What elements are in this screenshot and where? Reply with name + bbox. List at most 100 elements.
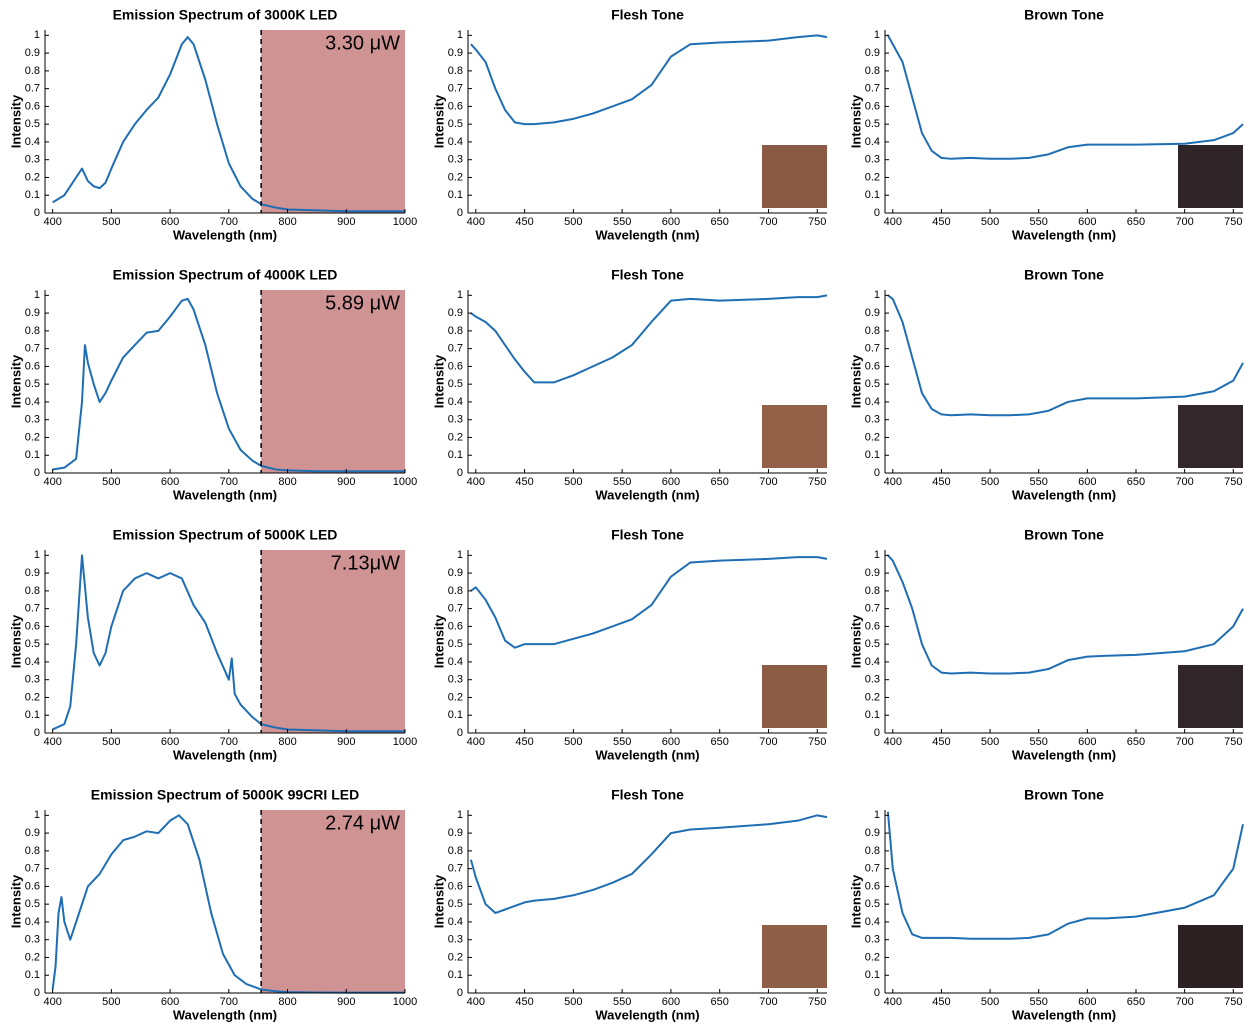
x-tick-label: 750	[1224, 476, 1242, 488]
chart-title: Flesh Tone	[611, 787, 684, 803]
y-tick-label: 0.3	[448, 934, 463, 946]
y-tick-label: 0.1	[865, 969, 880, 981]
y-tick-label: 0	[874, 987, 880, 999]
y-tick-label: 0.1	[865, 449, 880, 461]
x-tick-label: 750	[808, 476, 826, 488]
x-tick-label: 400	[467, 216, 485, 228]
y-tick-label: 0.6	[25, 360, 40, 372]
chart-title: Flesh Tone	[611, 7, 684, 23]
chart-title: Emission Spectrum of 4000K LED	[113, 267, 338, 283]
x-tick-label: 900	[337, 216, 355, 228]
x-tick-label: 700	[220, 736, 238, 748]
x-tick-label: 600	[161, 216, 179, 228]
y-tick-label: 0.3	[25, 934, 40, 946]
y-tick-label: 0	[34, 987, 40, 999]
y-axis-label: Intensity	[431, 874, 446, 928]
x-axis-label: Wavelength (nm)	[173, 747, 277, 762]
x-tick-label: 900	[337, 476, 355, 488]
y-axis-label: Intensity	[848, 354, 863, 408]
x-axis-label: Wavelength (nm)	[595, 227, 699, 242]
y-tick-label: 0.6	[448, 620, 463, 632]
chart-panel: 2.74 μW00.10.20.30.40.50.60.70.80.914005…	[8, 787, 417, 1023]
x-axis-label: Wavelength (nm)	[1012, 227, 1116, 242]
y-tick-label: 1	[457, 289, 463, 301]
y-tick-label: 0	[457, 987, 463, 999]
y-tick-label: 1	[457, 29, 463, 41]
x-tick-label: 750	[1224, 996, 1242, 1008]
shaded-region	[261, 290, 405, 473]
x-tick-label: 600	[1078, 476, 1096, 488]
y-tick-label: 0.7	[865, 343, 880, 355]
x-tick-label: 650	[1127, 216, 1145, 228]
y-tick-label: 0.4	[865, 656, 880, 668]
x-tick-label: 450	[932, 216, 950, 228]
y-tick-label: 1	[874, 289, 880, 301]
y-tick-label: 0.3	[25, 414, 40, 426]
x-tick-label: 700	[220, 996, 238, 1008]
x-tick-label: 500	[981, 216, 999, 228]
y-tick-label: 0.1	[25, 449, 40, 461]
x-tick-label: 400	[884, 996, 902, 1008]
y-axis-label: Intensity	[848, 94, 863, 148]
x-tick-label: 650	[1127, 996, 1145, 1008]
y-tick-label: 0.6	[448, 100, 463, 112]
x-tick-label: 800	[278, 476, 296, 488]
y-tick-label: 0.2	[448, 431, 463, 443]
y-tick-label: 0.9	[448, 827, 463, 839]
x-tick-label: 500	[102, 996, 120, 1008]
x-tick-label: 700	[1175, 996, 1193, 1008]
spectrum-line	[888, 555, 1243, 673]
y-axis-label: Intensity	[848, 614, 863, 668]
y-axis-label: Intensity	[848, 874, 863, 928]
y-tick-label: 0.6	[865, 360, 880, 372]
x-axis-label: Wavelength (nm)	[173, 487, 277, 502]
y-tick-label: 0.5	[865, 898, 880, 910]
x-tick-label: 600	[161, 736, 179, 748]
y-tick-label: 0	[34, 207, 40, 219]
spectrum-line	[888, 295, 1243, 415]
y-tick-label: 0.7	[25, 343, 40, 355]
x-tick-label: 500	[981, 476, 999, 488]
y-tick-label: 0.4	[448, 396, 463, 408]
y-tick-label: 0.8	[25, 325, 40, 337]
y-tick-label: 0.2	[25, 951, 40, 963]
x-tick-label: 750	[1224, 216, 1242, 228]
x-tick-label: 400	[884, 736, 902, 748]
chart-title: Emission Spectrum of 3000K LED	[113, 7, 338, 23]
chart-title: Brown Tone	[1024, 787, 1104, 803]
x-tick-label: 700	[759, 996, 777, 1008]
y-tick-label: 0.8	[25, 845, 40, 857]
y-axis-label: Intensity	[8, 94, 23, 148]
skin-swatch	[1178, 405, 1243, 468]
y-tick-label: 0.8	[865, 845, 880, 857]
y-tick-label: 0.9	[25, 827, 40, 839]
power-annotation: 5.89 μW	[325, 292, 400, 314]
y-tick-label: 0	[457, 207, 463, 219]
y-tick-label: 0	[34, 467, 40, 479]
x-tick-label: 400	[43, 736, 61, 748]
y-tick-label: 0.1	[448, 709, 463, 721]
x-tick-label: 600	[1078, 736, 1096, 748]
y-tick-label: 0.9	[865, 47, 880, 59]
x-tick-label: 700	[1175, 216, 1193, 228]
y-tick-label: 0.5	[25, 638, 40, 650]
y-tick-label: 0.1	[448, 189, 463, 201]
skin-swatch	[1178, 145, 1243, 208]
spectrum-line	[471, 557, 827, 648]
y-tick-label: 0.6	[25, 880, 40, 892]
y-tick-label: 1	[34, 809, 40, 821]
x-tick-label: 650	[1127, 736, 1145, 748]
y-tick-label: 0.5	[25, 118, 40, 130]
y-axis-label: Intensity	[8, 354, 23, 408]
x-tick-label: 1000	[393, 736, 417, 748]
y-axis-label: Intensity	[8, 874, 23, 928]
x-axis-label: Wavelength (nm)	[173, 1007, 277, 1022]
y-tick-label: 0.2	[448, 951, 463, 963]
y-tick-label: 1	[34, 289, 40, 301]
y-tick-label: 0.4	[448, 656, 463, 668]
x-axis-label: Wavelength (nm)	[1012, 747, 1116, 762]
chart-title: Flesh Tone	[611, 267, 684, 283]
y-tick-label: 0.8	[25, 65, 40, 77]
skin-swatch	[762, 665, 827, 728]
